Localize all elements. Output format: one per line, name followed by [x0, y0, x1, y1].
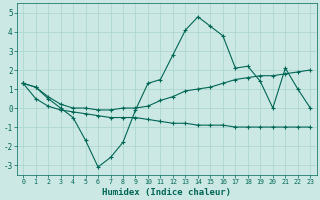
- X-axis label: Humidex (Indice chaleur): Humidex (Indice chaleur): [102, 188, 231, 197]
